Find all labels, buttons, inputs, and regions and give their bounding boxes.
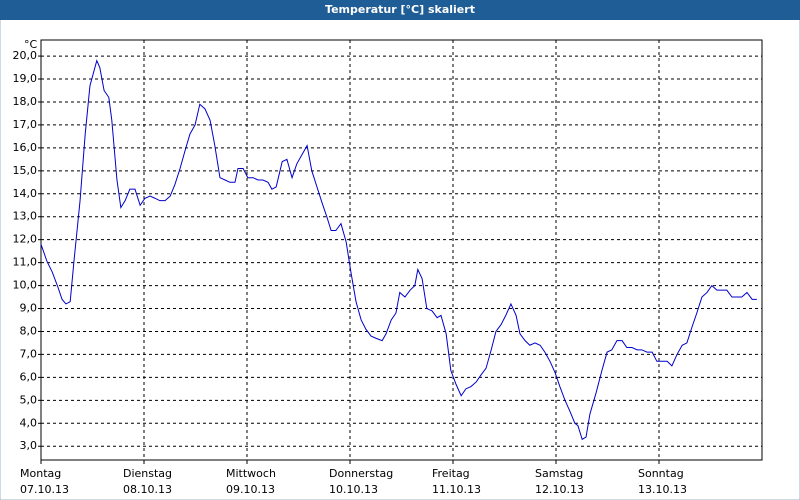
y-tick-label: 20,0: [13, 49, 38, 62]
y-tick-label: 19,0: [13, 72, 38, 85]
chart-title: Temperatur [°C] skaliert: [325, 3, 475, 16]
x-tick-label: 13.10.13: [638, 483, 687, 496]
y-tick-label: 13,0: [13, 210, 38, 223]
x-tick-label: 11.10.13: [432, 483, 481, 496]
y-tick-label: 14,0: [13, 187, 38, 200]
x-tick-label: Samstag: [535, 467, 583, 480]
x-tick-label: 09.10.13: [226, 483, 275, 496]
y-tick-label: 10,0: [13, 279, 38, 292]
y-tick-label: 6,0: [20, 370, 38, 383]
x-tick-label: Mittwoch: [226, 467, 276, 480]
y-tick-label: 9,0: [20, 302, 38, 315]
y-tick-label: 12,0: [13, 233, 38, 246]
y-tick-label: 18,0: [13, 95, 38, 108]
y-tick-label: 4,0: [20, 416, 38, 429]
y-tick-label: 5,0: [20, 393, 38, 406]
x-tick-label: Freitag: [432, 467, 470, 480]
title-bar: [0, 0, 800, 20]
x-tick-label: Donnerstag: [329, 467, 393, 480]
y-axis-label: °C: [24, 38, 38, 51]
x-tick-label: 08.10.13: [123, 483, 172, 496]
x-tick-label: Sonntag: [638, 467, 684, 480]
x-tick-label: Dienstag: [123, 467, 172, 480]
y-tick-label: 8,0: [20, 324, 38, 337]
x-tick-label: 07.10.13: [20, 483, 69, 496]
y-tick-label: 16,0: [13, 141, 38, 154]
y-tick-label: 17,0: [13, 118, 38, 131]
x-tick-label: 10.10.13: [329, 483, 378, 496]
y-tick-label: 7,0: [20, 347, 38, 360]
x-tick-label: 12.10.13: [535, 483, 584, 496]
y-tick-label: 11,0: [13, 256, 38, 269]
temperature-line: [40, 59, 757, 441]
x-tick-label: Montag: [20, 467, 61, 480]
y-tick-label: 3,0: [20, 439, 38, 452]
y-tick-label: 15,0: [13, 164, 38, 177]
